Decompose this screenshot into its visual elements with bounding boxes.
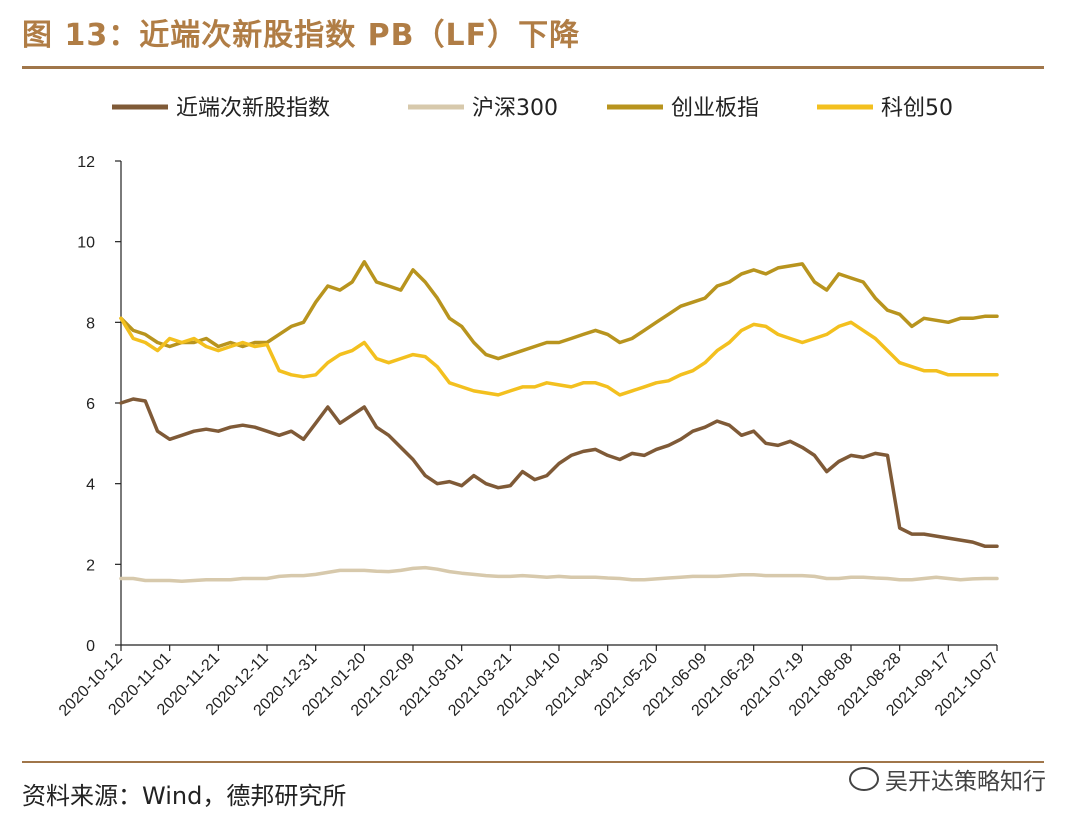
legend-label-3: 创业板指: [671, 96, 759, 121]
y-tick-label: 12: [77, 154, 95, 171]
series-line-1: [119, 397, 999, 548]
series-line-4: [119, 316, 999, 397]
y-tick-label: 2: [86, 557, 95, 574]
source-note: 资料来源：Wind，德邦研究所: [22, 782, 347, 810]
legend-label-4: 科创50: [881, 96, 953, 121]
series-line-2: [119, 565, 999, 584]
y-tick-label: 10: [77, 235, 95, 252]
y-tick-label: 0: [86, 638, 95, 655]
chart-lines: [119, 260, 999, 584]
wechat-icon: [849, 767, 879, 791]
chart-title: 图 13：近端次新股指数 PB（LF）下降: [22, 18, 581, 53]
y-tick-label: 8: [86, 315, 95, 332]
chart-axes: 0246810122020-10-122020-11-012020-11-212…: [56, 154, 1002, 720]
y-tick-label: 6: [86, 396, 95, 413]
legend: 近端次新股指数 沪深300 创业板指 科创50: [112, 96, 953, 121]
y-tick-label: 4: [86, 477, 95, 494]
legend-label-2: 沪深300: [472, 96, 558, 121]
title-rule: [22, 66, 1044, 69]
watermark: 吴开达策略知行: [849, 762, 1046, 796]
series-line-3: [119, 260, 999, 361]
watermark-text: 吴开达策略知行: [885, 769, 1046, 795]
legend-label-1: 近端次新股指数: [176, 96, 330, 121]
footer-rule: [22, 761, 1044, 763]
